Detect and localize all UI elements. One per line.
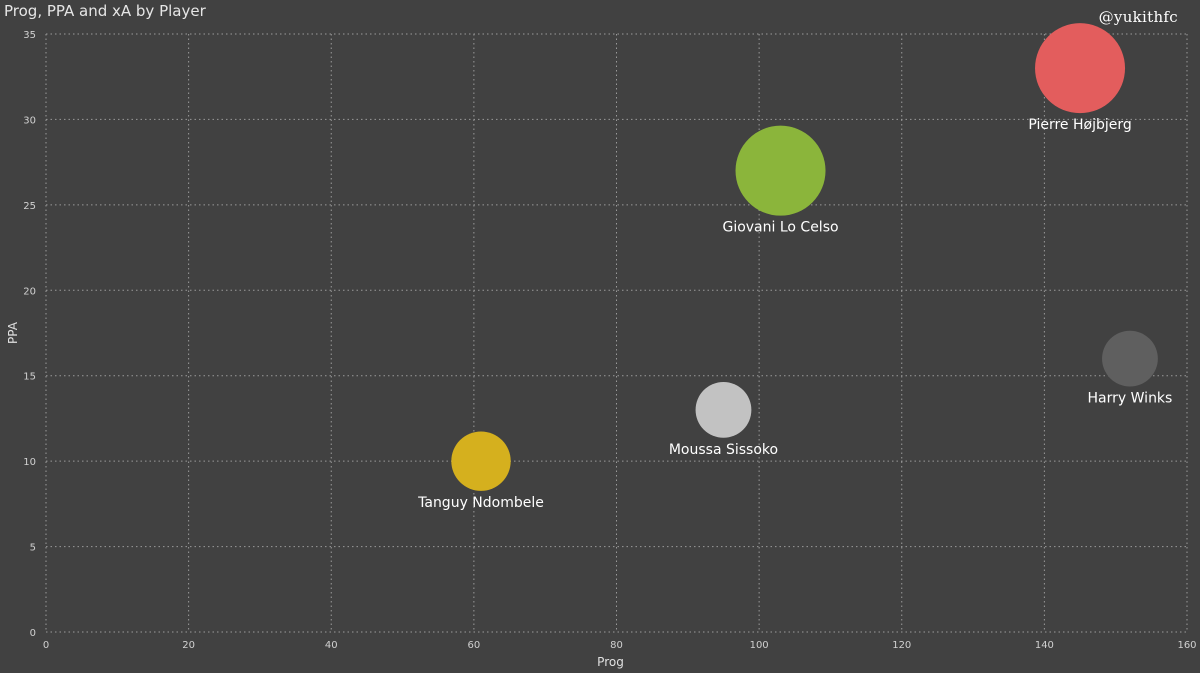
x-tick-label: 40 xyxy=(325,640,338,651)
bubble-label: Giovani Lo Celso xyxy=(722,220,838,236)
x-tick-label: 60 xyxy=(468,640,481,651)
watermark-handle: @yukithfc xyxy=(1098,8,1178,26)
bubble-point[interactable] xyxy=(451,431,511,491)
bubble-point[interactable] xyxy=(1102,330,1158,387)
bubble-point[interactable] xyxy=(735,125,826,216)
bubble-label: Tanguy Ndombele xyxy=(417,495,544,511)
bubble-label: Moussa Sissoko xyxy=(669,442,778,458)
bubble-label: Pierre Højbjerg xyxy=(1028,117,1131,133)
x-tick-label: 80 xyxy=(610,640,623,651)
y-tick-label: 35 xyxy=(23,30,36,41)
y-tick-label: 0 xyxy=(30,628,36,639)
data-points: Pierre Højbjerg Giovani Lo Celso Harry Win… xyxy=(417,23,1172,511)
y-axis-title: PPA xyxy=(6,321,20,344)
chart-title: Prog, PPA and xA by Player xyxy=(4,2,206,20)
bubble-point[interactable] xyxy=(695,381,752,438)
bubble-label: Harry Winks xyxy=(1088,391,1173,407)
x-tick-label: 140 xyxy=(1035,640,1054,651)
axes: 0 20 40 60 80 100 120 140 160 0 5 10 15 20 25 30 35 Prog P… xyxy=(6,30,1197,669)
x-tick-label: 0 xyxy=(43,640,49,651)
y-tick-label: 25 xyxy=(23,201,36,212)
x-axis-title: Prog xyxy=(597,655,624,669)
grid xyxy=(45,33,1188,633)
x-tick-label: 100 xyxy=(750,640,769,651)
y-tick-label: 15 xyxy=(23,372,36,383)
x-tick-label: 20 xyxy=(182,640,195,651)
y-tick-label: 5 xyxy=(30,543,36,554)
x-tick-label: 120 xyxy=(892,640,911,651)
y-tick-label: 10 xyxy=(23,457,36,468)
y-tick-label: 20 xyxy=(23,286,36,297)
x-tick-label: 160 xyxy=(1177,640,1196,651)
y-tick-label: 30 xyxy=(23,115,36,126)
bubble-point[interactable] xyxy=(1035,23,1126,114)
